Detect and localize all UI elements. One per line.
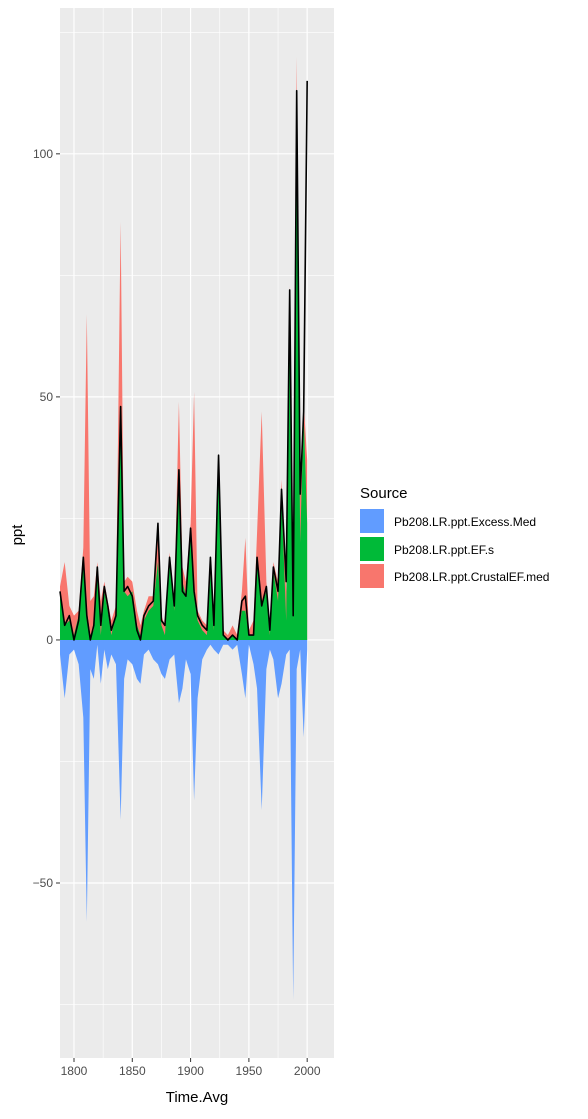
y-tick-label: 100 — [33, 147, 53, 161]
x-tick-label: 1850 — [119, 1064, 146, 1078]
legend-swatch-crustal-ef-med — [360, 564, 384, 588]
legend-title: Source — [360, 485, 408, 502]
legend-swatch-ef-s — [360, 537, 384, 561]
total-line — [59, 80, 308, 641]
x-axis: 1800 1850 1900 1950 2000 — [61, 1058, 321, 1078]
y-axis-title: ppt — [9, 524, 26, 546]
area-ef-s — [60, 134, 308, 640]
y-tick-label: 50 — [40, 390, 54, 404]
area-excess-med — [60, 639, 308, 1000]
x-tick-label: 1800 — [61, 1064, 88, 1078]
y-tick-label: 0 — [46, 633, 53, 647]
x-tick-label: 1950 — [236, 1064, 263, 1078]
legend-swatch-excess-med — [360, 509, 384, 533]
legend-label-ef-s: Pb208.LR.ppt.EF.s — [394, 543, 494, 557]
x-axis-title: Time.Avg — [166, 1089, 229, 1106]
total-line-group — [59, 80, 308, 641]
legend: Source Pb208.LR.ppt.Excess.Med Pb208.LR.… — [360, 485, 549, 588]
x-tick-label: 1900 — [177, 1064, 204, 1078]
y-axis: −50 0 50 100 — [33, 147, 60, 890]
x-tick-label: 2000 — [294, 1064, 321, 1078]
legend-label-crustal-ef-med: Pb208.LR.ppt.CrustalEF.med — [394, 570, 549, 584]
legend-label-excess-med: Pb208.LR.ppt.Excess.Med — [394, 515, 536, 529]
y-tick-label: −50 — [33, 876, 54, 890]
